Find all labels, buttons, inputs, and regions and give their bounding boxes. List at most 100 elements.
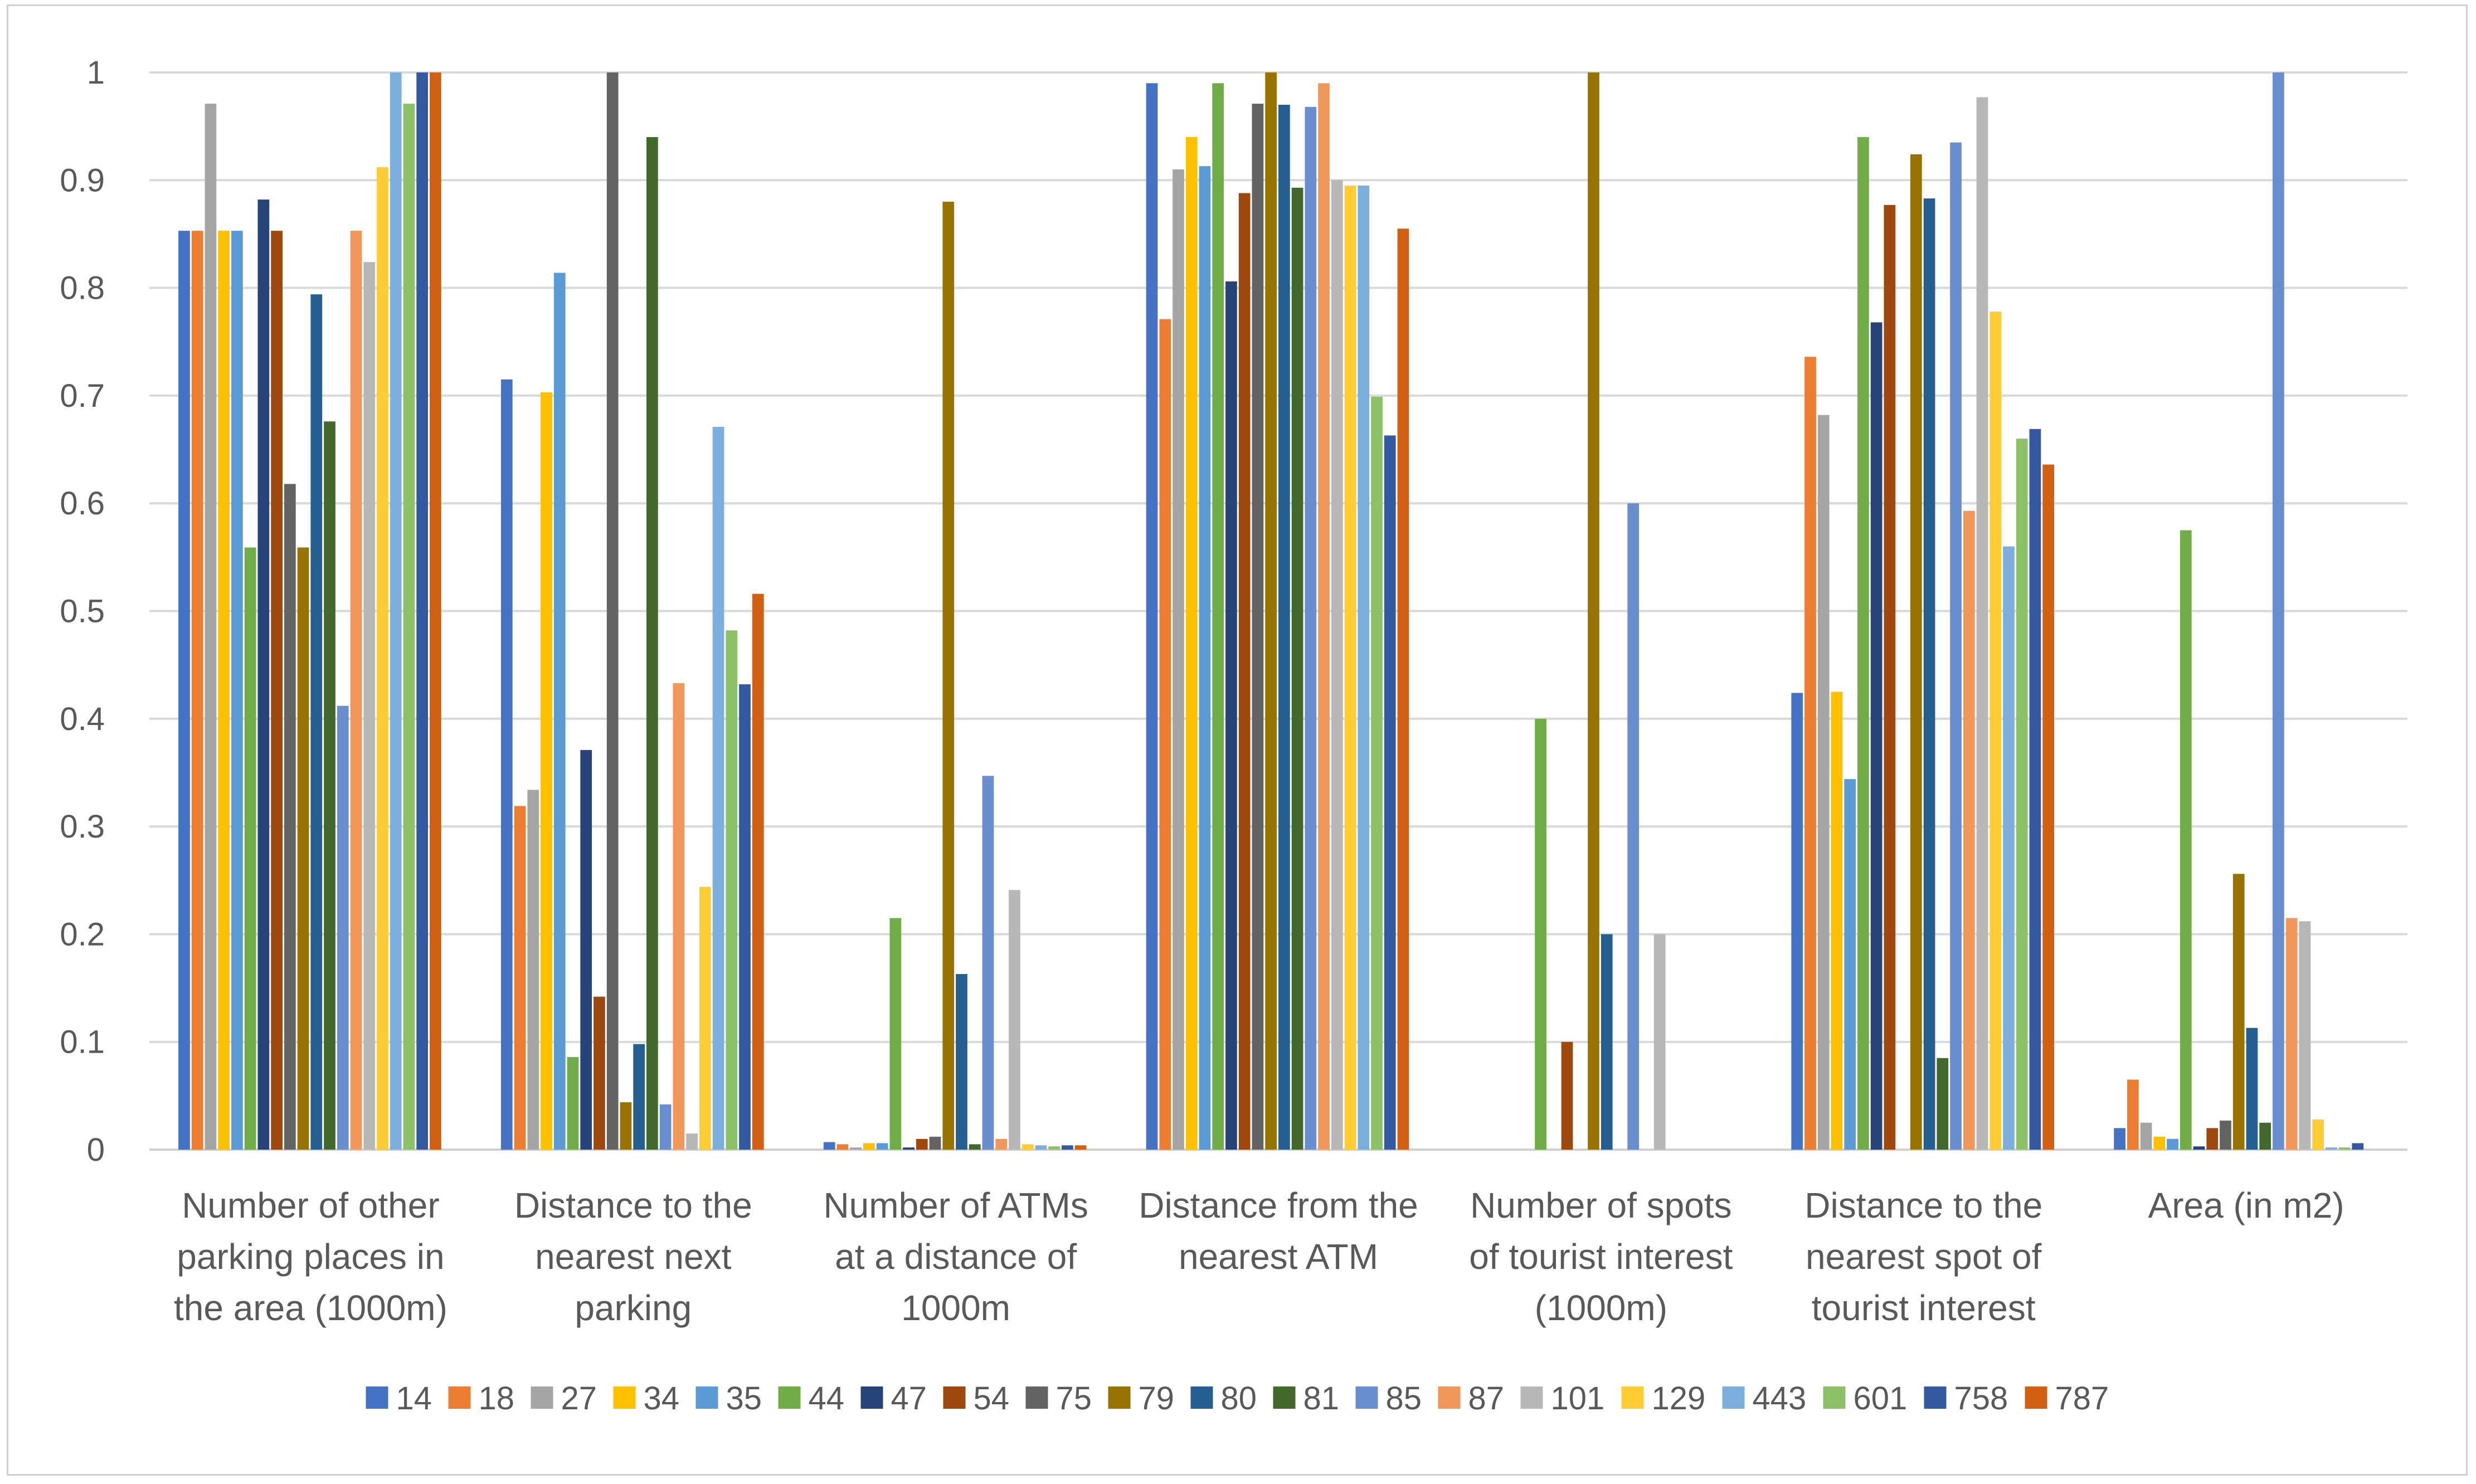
bar-54-cat-3 <box>916 1138 928 1150</box>
axes: 0 0.1 0.2 0.3 0.4 0.5 0.6 0.7 0.8 0.9 1 Number of o… <box>60 55 2344 1328</box>
legend-label: 443 <box>1753 1380 1807 1417</box>
bar-44-cat-1 <box>244 547 256 1150</box>
legend-swatch <box>860 1386 883 1409</box>
bar-79-cat-5 <box>1588 72 1599 1150</box>
y-tick-label: 1 <box>87 55 105 91</box>
x-category-label: Area (in m2) <box>2148 1185 2344 1225</box>
bar-79-cat-3 <box>942 201 955 1150</box>
bar-27-cat-4 <box>1173 169 1184 1150</box>
bar-758-cat-6 <box>2029 429 2041 1150</box>
legend-item-85: 85 <box>1355 1380 1422 1417</box>
bar-54-cat-2 <box>594 996 605 1150</box>
bar-601-cat-7 <box>2338 1147 2351 1150</box>
bar-80-cat-2 <box>633 1044 645 1150</box>
legend-item-87: 87 <box>1438 1380 1504 1417</box>
legend-label: 601 <box>1854 1380 1908 1417</box>
legend-swatch <box>531 1386 553 1409</box>
legend-label: 81 <box>1303 1380 1340 1417</box>
bar-14-cat-7 <box>2114 1128 2125 1150</box>
bar-601-cat-2 <box>726 630 738 1150</box>
bar-75-cat-7 <box>2220 1120 2231 1150</box>
bar-27-cat-3 <box>850 1147 862 1150</box>
legend-label: 34 <box>644 1380 680 1417</box>
bar-443-cat-7 <box>2325 1147 2337 1150</box>
legend-label: 79 <box>1139 1380 1175 1417</box>
bar-101-cat-4 <box>1331 180 1343 1150</box>
bar-101-cat-3 <box>1009 890 1020 1150</box>
bar-27-cat-6 <box>1817 415 1830 1150</box>
bar-54-cat-5 <box>1561 1042 1573 1150</box>
bar-18-cat-2 <box>514 806 526 1150</box>
bar-129-cat-4 <box>1344 185 1356 1150</box>
bar-129-cat-3 <box>1021 1144 1034 1150</box>
bar-101-cat-7 <box>2299 921 2311 1150</box>
bar-129-cat-6 <box>1989 312 2002 1150</box>
legend-swatch <box>2025 1386 2047 1409</box>
bar-79-cat-4 <box>1265 72 1277 1150</box>
bar-47-cat-3 <box>903 1147 914 1150</box>
bar-129-cat-7 <box>2312 1119 2324 1150</box>
legend-item-27: 27 <box>531 1380 597 1417</box>
legend-item-75: 75 <box>1025 1380 1092 1417</box>
y-tick-label: 0.1 <box>60 1024 105 1060</box>
x-category-label: Distance from the nearest ATM <box>1139 1185 1418 1277</box>
x-category-label: Distance to the nearest next parking <box>514 1185 752 1328</box>
bar-85-cat-4 <box>1305 106 1317 1150</box>
bar-101-cat-6 <box>1976 97 1988 1150</box>
bar-34-cat-6 <box>1831 692 1843 1150</box>
bar-47-cat-7 <box>2193 1146 2205 1150</box>
y-tick-label: 0.5 <box>60 593 105 630</box>
bar-81-cat-3 <box>969 1144 981 1150</box>
legend-swatch <box>1025 1386 1048 1409</box>
bar-75-cat-2 <box>606 72 619 1150</box>
bar-787-cat-2 <box>752 593 764 1150</box>
y-tick-label: 0 <box>87 1132 105 1168</box>
legend-label: 54 <box>974 1380 1010 1417</box>
bar-787-cat-6 <box>2042 464 2055 1150</box>
bar-18-cat-6 <box>1804 357 1816 1150</box>
legend-item-18: 18 <box>448 1380 514 1417</box>
bar-47-cat-2 <box>580 750 592 1150</box>
legend-item-44: 44 <box>778 1380 844 1417</box>
bars <box>178 72 2364 1150</box>
bar-14-cat-1 <box>178 231 190 1150</box>
bar-80-cat-3 <box>956 974 967 1150</box>
legend-label: 101 <box>1551 1380 1605 1417</box>
bar-18-cat-1 <box>191 231 203 1150</box>
bar-443-cat-1 <box>390 72 402 1150</box>
legend-swatch <box>613 1386 636 1409</box>
legend-item-79: 79 <box>1108 1380 1175 1417</box>
bar-129-cat-1 <box>377 167 388 1150</box>
legend-swatch <box>1722 1386 1745 1409</box>
bar-85-cat-2 <box>659 1104 672 1150</box>
bar-35-cat-6 <box>1844 779 1856 1150</box>
bar-47-cat-6 <box>1870 322 1882 1150</box>
bar-81-cat-6 <box>1937 1058 1949 1150</box>
legend-label: 14 <box>396 1380 432 1417</box>
bar-75-cat-3 <box>929 1136 941 1150</box>
bar-443-cat-3 <box>1035 1145 1047 1150</box>
legend-swatch <box>1520 1386 1543 1409</box>
bar-34-cat-3 <box>863 1143 875 1150</box>
bar-79-cat-7 <box>2232 874 2245 1150</box>
bar-80-cat-6 <box>1923 198 1935 1150</box>
y-tick-label: 0.3 <box>60 809 105 845</box>
bar-35-cat-2 <box>553 273 566 1150</box>
x-category-label: Number of ATMs at a distance of 1000m <box>823 1185 1088 1328</box>
bar-34-cat-7 <box>2153 1136 2166 1150</box>
legend-label: 75 <box>1056 1380 1092 1417</box>
bar-34-cat-4 <box>1185 137 1198 1150</box>
bar-44-cat-2 <box>567 1057 579 1150</box>
bar-601-cat-6 <box>2016 439 2028 1150</box>
bar-601-cat-3 <box>1048 1146 1060 1150</box>
bar-35-cat-3 <box>876 1143 888 1150</box>
legend-label: 27 <box>561 1380 597 1417</box>
legend-swatch <box>695 1386 718 1409</box>
y-tick-label: 0.2 <box>60 916 105 952</box>
bar-81-cat-1 <box>324 421 335 1150</box>
legend-label: 758 <box>1954 1380 2008 1417</box>
bar-87-cat-6 <box>1963 510 1975 1150</box>
bar-87-cat-7 <box>2285 918 2298 1150</box>
bar-85-cat-1 <box>337 705 349 1150</box>
legend-swatch <box>1621 1386 1644 1409</box>
